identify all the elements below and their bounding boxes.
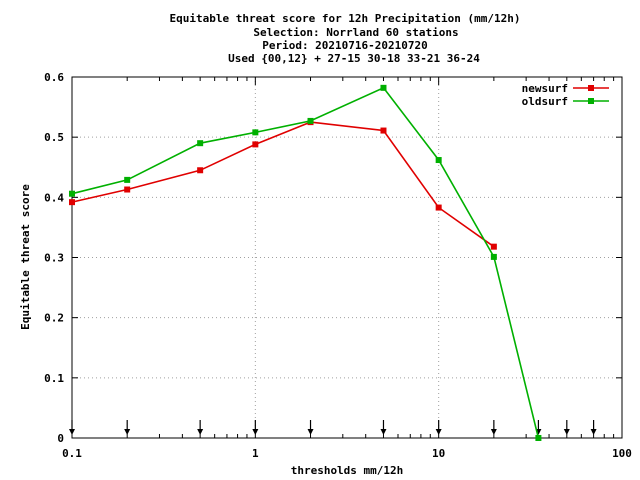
data-point-oldsurf (197, 140, 204, 147)
series-line-newsurf (71, 121, 495, 248)
grid (72, 77, 622, 438)
x-tick-label: 10 (432, 447, 445, 460)
data-point-newsurf (197, 167, 204, 174)
threshold-marker-arrow (69, 429, 75, 435)
title-line-3: Period: 20210716-20210720 (262, 39, 428, 52)
threshold-marker-arrow (307, 429, 314, 435)
data-point-oldsurf (69, 190, 75, 197)
legend-marker-oldsurf (588, 98, 594, 104)
y-tick-label: 0.2 (44, 312, 64, 325)
series-group (69, 84, 542, 441)
threshold-marker-arrow (124, 429, 131, 435)
data-point-oldsurf (490, 253, 497, 260)
legend-label-newsurf: newsurf (522, 82, 568, 95)
data-point-oldsurf (380, 84, 387, 91)
chart-title: Equitable threat score for 12h Precipita… (170, 12, 521, 65)
legend-label-oldsurf: oldsurf (522, 95, 568, 108)
x-tick-label: 100 (612, 447, 632, 460)
threshold-marker-arrow (380, 429, 387, 435)
y-tick-label: 0.5 (44, 131, 64, 144)
data-point-newsurf (252, 141, 259, 148)
data-point-newsurf (490, 243, 497, 250)
y-tick-label: 0 (57, 432, 64, 445)
y-axis-label: Equitable threat score (19, 184, 32, 330)
data-point-oldsurf (535, 435, 542, 441)
threshold-markers (69, 420, 597, 435)
threshold-marker-arrow (563, 429, 570, 435)
threshold-marker-arrow (252, 429, 259, 435)
data-point-newsurf (380, 127, 387, 134)
series-line-oldsurf (71, 86, 540, 439)
y-tick-label: 0.3 (44, 252, 64, 265)
title-line-4: Used {00,12} + 27-15 30-18 33-21 36-24 (228, 52, 480, 65)
threshold-marker-arrow (590, 429, 597, 435)
data-point-newsurf (435, 204, 442, 211)
data-point-oldsurf (307, 117, 314, 124)
data-point-newsurf (69, 199, 75, 206)
title-line-2: Selection: Norrland 60 stations (253, 26, 458, 39)
threshold-marker-arrow (197, 429, 204, 435)
y-tick-label: 0.1 (44, 372, 64, 385)
data-point-oldsurf (252, 129, 259, 136)
data-point-oldsurf (124, 176, 131, 183)
x-axis-label: thresholds mm/12h (291, 464, 404, 477)
axes: 0 0.1 0.2 0.3 0.4 0.5 0.6 0.1 1 10 100 (44, 71, 632, 460)
y-tick-label: 0.4 (44, 191, 64, 204)
threshold-marker-arrow (435, 429, 442, 435)
data-point-newsurf (124, 186, 131, 193)
threshold-marker-arrow (490, 429, 497, 435)
data-point-oldsurf (435, 157, 442, 164)
plot-frame (71, 76, 623, 439)
legend-marker-newsurf (588, 85, 594, 91)
title-line-1: Equitable threat score for 12h Precipita… (170, 12, 521, 25)
x-tick-label: 1 (252, 447, 259, 460)
y-tick-label: 0.6 (44, 71, 64, 84)
x-tick-label: 0.1 (62, 447, 82, 460)
